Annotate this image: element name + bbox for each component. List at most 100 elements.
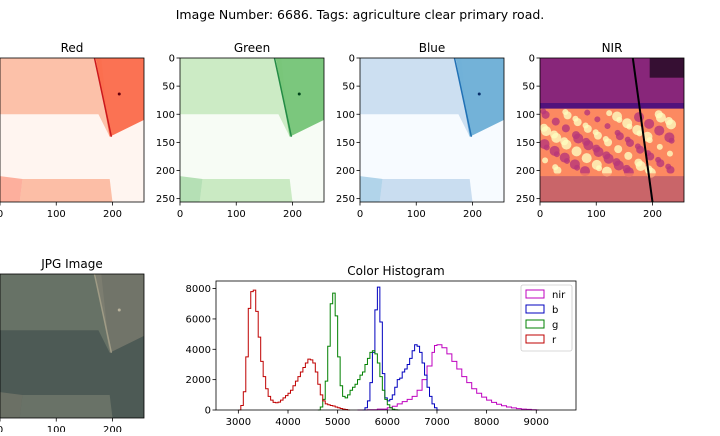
- histogram-ytick-label: 2000: [186, 375, 211, 386]
- image-lower-field: [19, 178, 113, 202]
- legend-swatch-g: [525, 319, 545, 329]
- histogram-ytick-label: 4000: [186, 345, 211, 356]
- nir-texture-dot: [574, 164, 581, 171]
- nir-lower-field: [540, 173, 684, 202]
- nir-texture-dot: [551, 117, 560, 126]
- legend-swatch-b: [525, 304, 545, 314]
- nir-texture-dot: [646, 152, 655, 161]
- image-dark-spot: [117, 308, 121, 312]
- image-corner-field: [180, 176, 203, 202]
- image-upper-field: [360, 58, 470, 137]
- image-ytick-label: 0: [169, 54, 175, 65]
- image-xtick-label: 0: [0, 425, 3, 432]
- image-xtick-label: 200: [643, 209, 662, 220]
- histogram-plot: 3000 4000 5000 6000 7000 8000 9000 0 2000 4000 600…: [186, 280, 577, 428]
- panel-jpg: JPG Image 0 100 200: [0, 257, 145, 436]
- nir-texture-dot: [553, 151, 560, 158]
- nir-texture-dot: [551, 132, 562, 143]
- nir-texture-dot: [541, 126, 552, 137]
- nir-texture-dot: [563, 111, 572, 120]
- histogram-plot-bg: [216, 281, 576, 410]
- nir-texture-dot: [666, 119, 677, 130]
- histogram-xtick-label: 3000: [226, 417, 251, 428]
- nir-texture-dot: [606, 110, 613, 117]
- nir-road: [631, 58, 654, 202]
- image-road: [273, 58, 293, 137]
- image-lower-field: [379, 178, 473, 202]
- image-ytick-label: 250: [336, 194, 355, 205]
- panel-blue: Blue 0 100 200 0 50 100 150 200 250: [336, 41, 505, 220]
- histogram-ytick-label: 8000: [186, 284, 211, 295]
- histogram-xtick-label: 8000: [474, 417, 499, 428]
- nir-texture-dot: [666, 165, 675, 174]
- histogram-xtick-label: 7000: [424, 417, 449, 428]
- image-ytick-label: 50: [522, 82, 535, 93]
- nir-texture-dot: [666, 150, 673, 157]
- histogram-frame: [215, 280, 577, 411]
- nir-texture-dot: [668, 137, 675, 144]
- image-xtick-label: 200: [283, 209, 302, 220]
- image-ytick-label: 50: [342, 82, 355, 93]
- image-xtick-label: 100: [47, 425, 66, 432]
- nir-texture-dot: [593, 146, 604, 157]
- image-road: [453, 58, 473, 137]
- histogram-xtick-label: 9000: [524, 417, 549, 428]
- nir-texture-dot: [541, 110, 550, 119]
- nir-texture-dot: [624, 151, 633, 160]
- nir-texture-dot: [626, 138, 634, 147]
- image-xtick-label: 0: [537, 209, 543, 220]
- image-ytick-label: 200: [156, 166, 175, 177]
- nir-texture-dot: [573, 133, 584, 144]
- nir-texture-dot: [636, 130, 643, 137]
- nir-texture-dot: [543, 144, 550, 151]
- image-xtick-label: 100: [47, 209, 66, 220]
- nir-texture-dot: [593, 131, 602, 140]
- image-road: [93, 274, 113, 353]
- panel-red-title: Red: [61, 41, 84, 55]
- nir-texture-dot: [644, 118, 655, 129]
- histogram-ytick-label: 0: [205, 406, 211, 417]
- nir-texture-dot: [553, 166, 562, 175]
- image-ytick-label: 200: [516, 166, 535, 177]
- image-xtick-label: 200: [103, 425, 122, 432]
- image-dark-spot: [117, 92, 121, 96]
- nir-texture-dot: [654, 125, 665, 136]
- image-ytick-label: 250: [156, 194, 175, 205]
- image-corner-field: [0, 392, 23, 418]
- histogram-panel: Color Histogram 3000 4000 5000 6000 7000 8000…: [186, 264, 577, 428]
- image-ytick-label: 0: [349, 54, 355, 65]
- image-xtick-label: 100: [227, 209, 246, 220]
- image-ytick-label: 100: [336, 110, 355, 121]
- image-ytick-label: 200: [336, 166, 355, 177]
- image-frame: [0, 273, 145, 419]
- nir-texture-dot: [655, 112, 666, 123]
- nir-texture-dot: [596, 165, 603, 172]
- panel-green-title: Green: [234, 41, 270, 55]
- image-corner-field: [360, 176, 383, 202]
- nir-texture-dot: [581, 153, 592, 164]
- legend-label-r: r: [552, 335, 557, 346]
- image-ytick-label: 0: [529, 54, 535, 65]
- nir-texture-dot: [573, 118, 582, 127]
- image-ytick-label: 100: [156, 110, 175, 121]
- panel-nir-title: NIR: [602, 41, 623, 55]
- image-xtick-label: 200: [463, 209, 482, 220]
- nir-texture-dot: [636, 145, 645, 154]
- nir-texture-dot: [614, 145, 623, 154]
- image-xtick-label: 100: [407, 209, 426, 220]
- nir-texture-dot: [634, 112, 644, 123]
- nir-texture-dot: [646, 137, 653, 144]
- image-ytick-label: 250: [516, 194, 535, 205]
- image-corner-field: [0, 176, 23, 202]
- panel-jpg-image: 0 100 200: [0, 273, 145, 436]
- image-road: [93, 58, 113, 137]
- nir-texture-dot: [583, 124, 592, 133]
- histogram-ytick-label: 6000: [186, 314, 211, 325]
- image-frame: [179, 57, 325, 203]
- nir-texture-dot: [626, 123, 633, 130]
- legend-label-b: b: [552, 305, 558, 316]
- panel-green-image: 0 100 200 0 50 100 150 200 250: [156, 54, 325, 220]
